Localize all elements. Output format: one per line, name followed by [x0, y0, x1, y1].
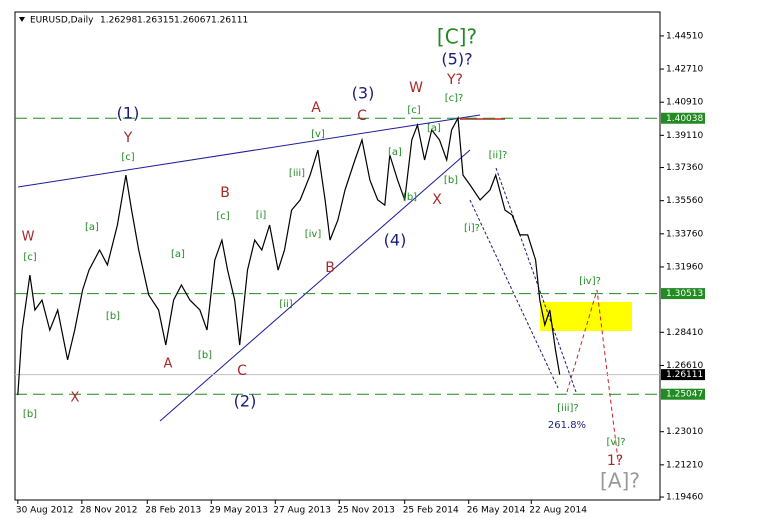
- level-label: 1.40038: [666, 114, 703, 124]
- wave-label: [ii]?: [489, 150, 508, 161]
- x-tick-label: 25 Feb 2014: [403, 506, 459, 516]
- x-tick-label: 25 Nov 2013: [337, 506, 395, 516]
- wave-label: Y?: [446, 72, 463, 88]
- wave-label: [i]: [256, 210, 267, 221]
- x-tick-label: 27 Aug 2013: [273, 506, 331, 516]
- wave-label: [b]: [106, 311, 120, 322]
- wave-label: B: [220, 185, 230, 201]
- wave-label: [a]: [388, 147, 402, 158]
- wave-label: [b]: [23, 409, 37, 420]
- wave-label: X: [71, 391, 80, 406]
- wave-label: [ii]: [279, 299, 292, 310]
- wave-label: [v]?: [606, 437, 625, 448]
- x-tick-label: 28 Feb 2013: [145, 506, 201, 516]
- y-tick-label: 1.21210: [666, 460, 703, 470]
- y-tick-label: 1.23010: [666, 427, 703, 437]
- wave-label: A: [164, 357, 173, 372]
- wave-label: [c]?: [445, 93, 464, 104]
- ohlc-close: 1.26111: [211, 16, 248, 26]
- level-label: 1.25047: [666, 390, 703, 400]
- x-tick-label: 22 Aug 2014: [529, 506, 587, 516]
- y-tick-label: 1.33760: [666, 229, 703, 239]
- wave-label: [a]: [427, 123, 441, 134]
- y-tick-label: 1.19460: [666, 493, 703, 503]
- wave-label: [b]: [403, 192, 417, 203]
- y-tick-label: 1.26610: [666, 361, 703, 371]
- level-label-box: [661, 388, 705, 400]
- x-tick-label: 28 Nov 2012: [80, 506, 138, 516]
- y-tick-label: 1.28410: [666, 328, 703, 338]
- wave-label: [a]: [171, 249, 185, 260]
- level-label-box: [661, 288, 705, 300]
- wave-label: [A]?: [600, 469, 640, 493]
- wave-label: [b]: [198, 350, 212, 361]
- wave-label: (4): [384, 231, 407, 250]
- y-tick-label: 1.31960: [666, 262, 703, 272]
- wave-label: [c]: [121, 152, 134, 163]
- x-tick-label: 26 May 2014: [467, 506, 526, 516]
- wave-label: B: [325, 260, 335, 276]
- ohlc-low: 1.26067: [174, 16, 211, 26]
- plot-frame: [14, 11, 661, 501]
- wave-label: [iv]: [305, 229, 322, 240]
- target-zone: [540, 302, 632, 331]
- trend-line: [17, 114, 481, 188]
- wave-label: [a]: [85, 222, 99, 233]
- y-tick-label: 1.44510: [666, 31, 703, 41]
- trend-line: [159, 149, 471, 422]
- wave-label: 1?: [607, 453, 623, 469]
- wave-label: A: [311, 100, 321, 116]
- y-tick-label: 1.37360: [666, 163, 703, 173]
- wave-label: [b]: [444, 175, 458, 186]
- level-label: 1.30513: [666, 289, 703, 299]
- y-tick-label: 1.35560: [666, 196, 703, 206]
- price-line: [17, 115, 561, 396]
- wave-label: [iii]: [289, 168, 305, 179]
- level-label: 1.26111: [666, 370, 703, 380]
- y-tick-label: 1.39110: [666, 131, 703, 141]
- ohlc-open: 1.26298: [100, 16, 137, 26]
- menu-triangle: [19, 17, 25, 22]
- symbol-label: EURUSD,Daily: [30, 16, 94, 26]
- wave-label: (1): [117, 104, 140, 123]
- ohlc-high: 1.26315: [137, 16, 174, 26]
- wave-label: (5)?: [441, 50, 472, 69]
- x-tick-label: 30 Aug 2012: [16, 506, 74, 516]
- wave-label: C: [237, 363, 247, 379]
- wave-label: [iv]?: [579, 276, 601, 287]
- level-label-box: [661, 369, 705, 381]
- wave-label: (2): [234, 392, 257, 411]
- x-tick-label: 29 May 2013: [209, 506, 268, 516]
- projection-line: [566, 289, 619, 461]
- wave-label: 261.8%: [548, 420, 586, 431]
- wave-label: [c]: [23, 252, 36, 263]
- wave-label: (3): [352, 84, 375, 103]
- channel-line: [469, 199, 559, 389]
- wave-label: [C]?: [437, 25, 477, 49]
- wave-label: [i]?: [464, 223, 480, 234]
- level-label-box: [661, 112, 705, 124]
- wave-label: [iii]?: [557, 403, 578, 414]
- wave-label: Y: [123, 130, 133, 146]
- wave-label: C: [357, 108, 367, 124]
- wave-label: [c]: [216, 211, 229, 222]
- wave-label: W: [409, 80, 423, 96]
- wave-label: [c]: [407, 105, 420, 116]
- wave-label: X: [432, 192, 442, 208]
- y-tick-label: 1.42710: [666, 65, 703, 75]
- y-tick-label: 1.40910: [666, 98, 703, 108]
- wave-label: W: [22, 230, 35, 245]
- wave-label: [v]: [311, 129, 325, 140]
